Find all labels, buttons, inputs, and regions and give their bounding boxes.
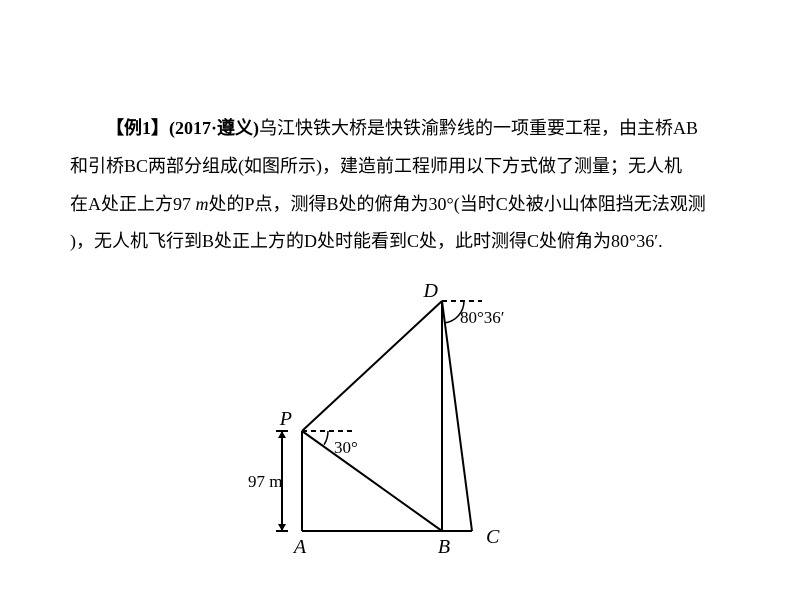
svg-text:P: P xyxy=(279,408,292,430)
text-l2: 和引桥BC两部分组成(如图所示)，建造前工程师用以下方式做了测量；无人机 xyxy=(70,156,682,176)
svg-text:30°: 30° xyxy=(334,438,358,457)
text-l1: 乌江快铁大桥是快铁渝黔线的一项重要工程，由主桥AB xyxy=(259,118,698,138)
svg-text:97 m: 97 m xyxy=(248,472,282,491)
unit-m: m xyxy=(196,194,209,214)
svg-text:A: A xyxy=(292,536,307,558)
text-l3a: 在A处正上方97 xyxy=(70,194,196,214)
svg-text:80°36′: 80°36′ xyxy=(460,308,505,327)
svg-text:D: D xyxy=(423,281,439,302)
problem-text: 【例1】(2017·遵义)乌江快铁大桥是快铁渝黔线的一项重要工程，由主桥AB 和… xyxy=(70,110,724,261)
text-l3b: 处的P点，测得B处的俯角为30°(当时C处被小山体阻挡无法观测 xyxy=(209,194,706,214)
text-l4: )，无人机飞行到B处正上方的D处时能看到C处，此时测得C处俯角为80°36′. xyxy=(70,231,663,251)
source: (2017·遵义) xyxy=(169,118,259,138)
diagram: A B C P D 30° 80°36′ 97 m xyxy=(70,281,724,561)
svg-text:C: C xyxy=(486,526,500,548)
svg-text:B: B xyxy=(438,536,450,558)
example-label: 【例1】 xyxy=(106,118,169,138)
